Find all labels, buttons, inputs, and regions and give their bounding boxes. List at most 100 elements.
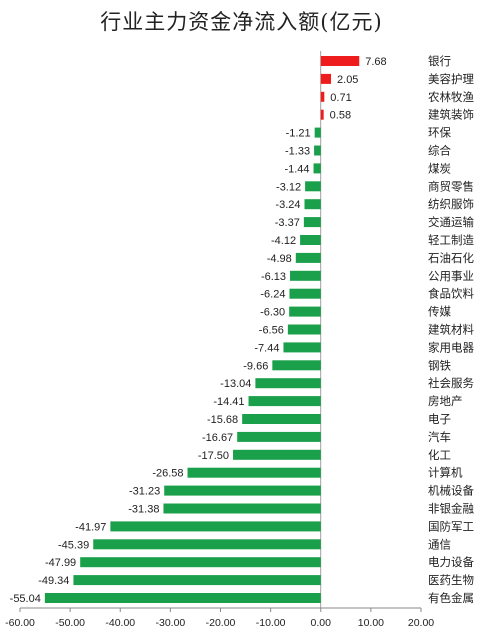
bar <box>163 503 321 514</box>
category-label: 商贸零售 <box>428 179 474 193</box>
bar <box>164 485 321 496</box>
category-label: 煤炭 <box>428 161 451 175</box>
bar <box>287 324 321 335</box>
data-label: -4.12 <box>271 235 296 247</box>
category-label: 建筑材料 <box>428 323 474 337</box>
category-label: 建筑装饰 <box>428 108 474 122</box>
data-label: -49.34 <box>38 575 69 587</box>
category-label: 银行 <box>428 54 451 68</box>
bar <box>320 73 332 84</box>
data-label: -17.50 <box>198 450 229 462</box>
category-label: 石油石化 <box>428 251 474 265</box>
bar <box>237 431 321 442</box>
data-label: 0.58 <box>330 110 351 122</box>
bar <box>313 163 321 174</box>
bar <box>73 575 321 586</box>
bar <box>295 252 321 263</box>
category-label: 化工 <box>428 448 451 462</box>
data-label: -3.37 <box>275 217 300 229</box>
data-label: -1.21 <box>286 128 311 140</box>
data-label: -55.04 <box>10 593 41 605</box>
data-label: 0.71 <box>330 92 351 104</box>
x-tick-label: 20.00 <box>408 617 434 629</box>
data-label: -45.39 <box>58 539 89 551</box>
data-label: -16.67 <box>202 432 233 444</box>
data-label: -6.13 <box>261 271 286 283</box>
data-label: -31.38 <box>128 504 159 516</box>
bar <box>255 378 321 389</box>
bar <box>320 91 325 102</box>
bar <box>283 342 321 353</box>
category-label: 环保 <box>428 126 451 140</box>
category-label: 房地产 <box>428 394 463 408</box>
category-label: 通信 <box>428 537 451 551</box>
x-tick-label: 0.00 <box>311 617 332 629</box>
category-label: 纺织服饰 <box>428 197 474 211</box>
category-label: 交通运输 <box>428 215 474 229</box>
bar <box>289 288 321 299</box>
bar <box>242 414 321 424</box>
category-label: 美容护理 <box>428 72 474 86</box>
category-label: 电力设备 <box>428 555 474 569</box>
x-tick-label: 10.00 <box>358 617 384 629</box>
bar <box>272 360 321 371</box>
category-label: 机械设备 <box>428 484 474 498</box>
bar <box>44 593 321 603</box>
data-label: -6.56 <box>259 325 284 337</box>
category-label: 钢铁 <box>428 358 451 372</box>
bar <box>304 199 321 210</box>
data-label: -14.41 <box>213 396 244 408</box>
data-label: -47.99 <box>45 557 76 569</box>
data-label: -31.23 <box>129 486 160 498</box>
bar <box>80 557 321 568</box>
data-label: -3.24 <box>275 199 300 211</box>
bar <box>303 217 321 228</box>
bar <box>187 467 321 478</box>
bar <box>289 306 321 317</box>
category-label: 传媒 <box>428 305 451 319</box>
x-tick-label: -10.00 <box>256 617 286 629</box>
category-label: 农林牧渔 <box>428 90 474 104</box>
data-label: -7.44 <box>254 342 279 354</box>
bar <box>233 449 321 460</box>
category-label: 国防军工 <box>428 519 474 533</box>
x-tick-label: -20.00 <box>206 617 236 629</box>
bar <box>305 181 321 192</box>
category-label: 医药生物 <box>428 573 474 587</box>
data-label: -4.98 <box>267 253 292 265</box>
data-label: -6.24 <box>260 289 285 301</box>
data-label: -1.33 <box>285 146 310 158</box>
x-tick-label: -60.00 <box>5 617 35 629</box>
category-label: 综合 <box>428 144 451 158</box>
data-label: -15.68 <box>207 414 238 426</box>
bar <box>110 521 321 532</box>
category-label: 家用电器 <box>428 340 474 354</box>
category-label: 轻工制造 <box>428 233 474 247</box>
data-label: -1.44 <box>284 163 309 175</box>
bar <box>93 539 321 550</box>
bar <box>300 235 321 245</box>
data-label: -6.30 <box>260 307 285 319</box>
bar <box>314 127 321 138</box>
category-label: 计算机 <box>428 466 463 480</box>
data-label: -3.12 <box>276 181 301 193</box>
bar <box>248 396 321 407</box>
chart-title: 行业主力资金净流入额(亿元) <box>100 10 383 34</box>
category-label: 社会服务 <box>428 376 474 390</box>
bar <box>320 56 360 66</box>
category-label: 汽车 <box>428 430 451 444</box>
data-label: -9.66 <box>243 360 268 372</box>
data-label: -41.97 <box>75 521 106 533</box>
category-label: 食品饮料 <box>428 287 474 301</box>
data-label: -26.58 <box>152 468 183 480</box>
data-label: -13.04 <box>220 378 251 390</box>
data-label: 2.05 <box>337 74 358 86</box>
category-label: 有色金属 <box>428 591 474 605</box>
category-label: 公用事业 <box>428 269 474 283</box>
x-tick-label: -40.00 <box>105 617 135 629</box>
x-tick-label: -50.00 <box>55 617 85 629</box>
bar <box>320 109 324 120</box>
bar <box>290 270 321 281</box>
category-label: 电子 <box>428 412 451 426</box>
